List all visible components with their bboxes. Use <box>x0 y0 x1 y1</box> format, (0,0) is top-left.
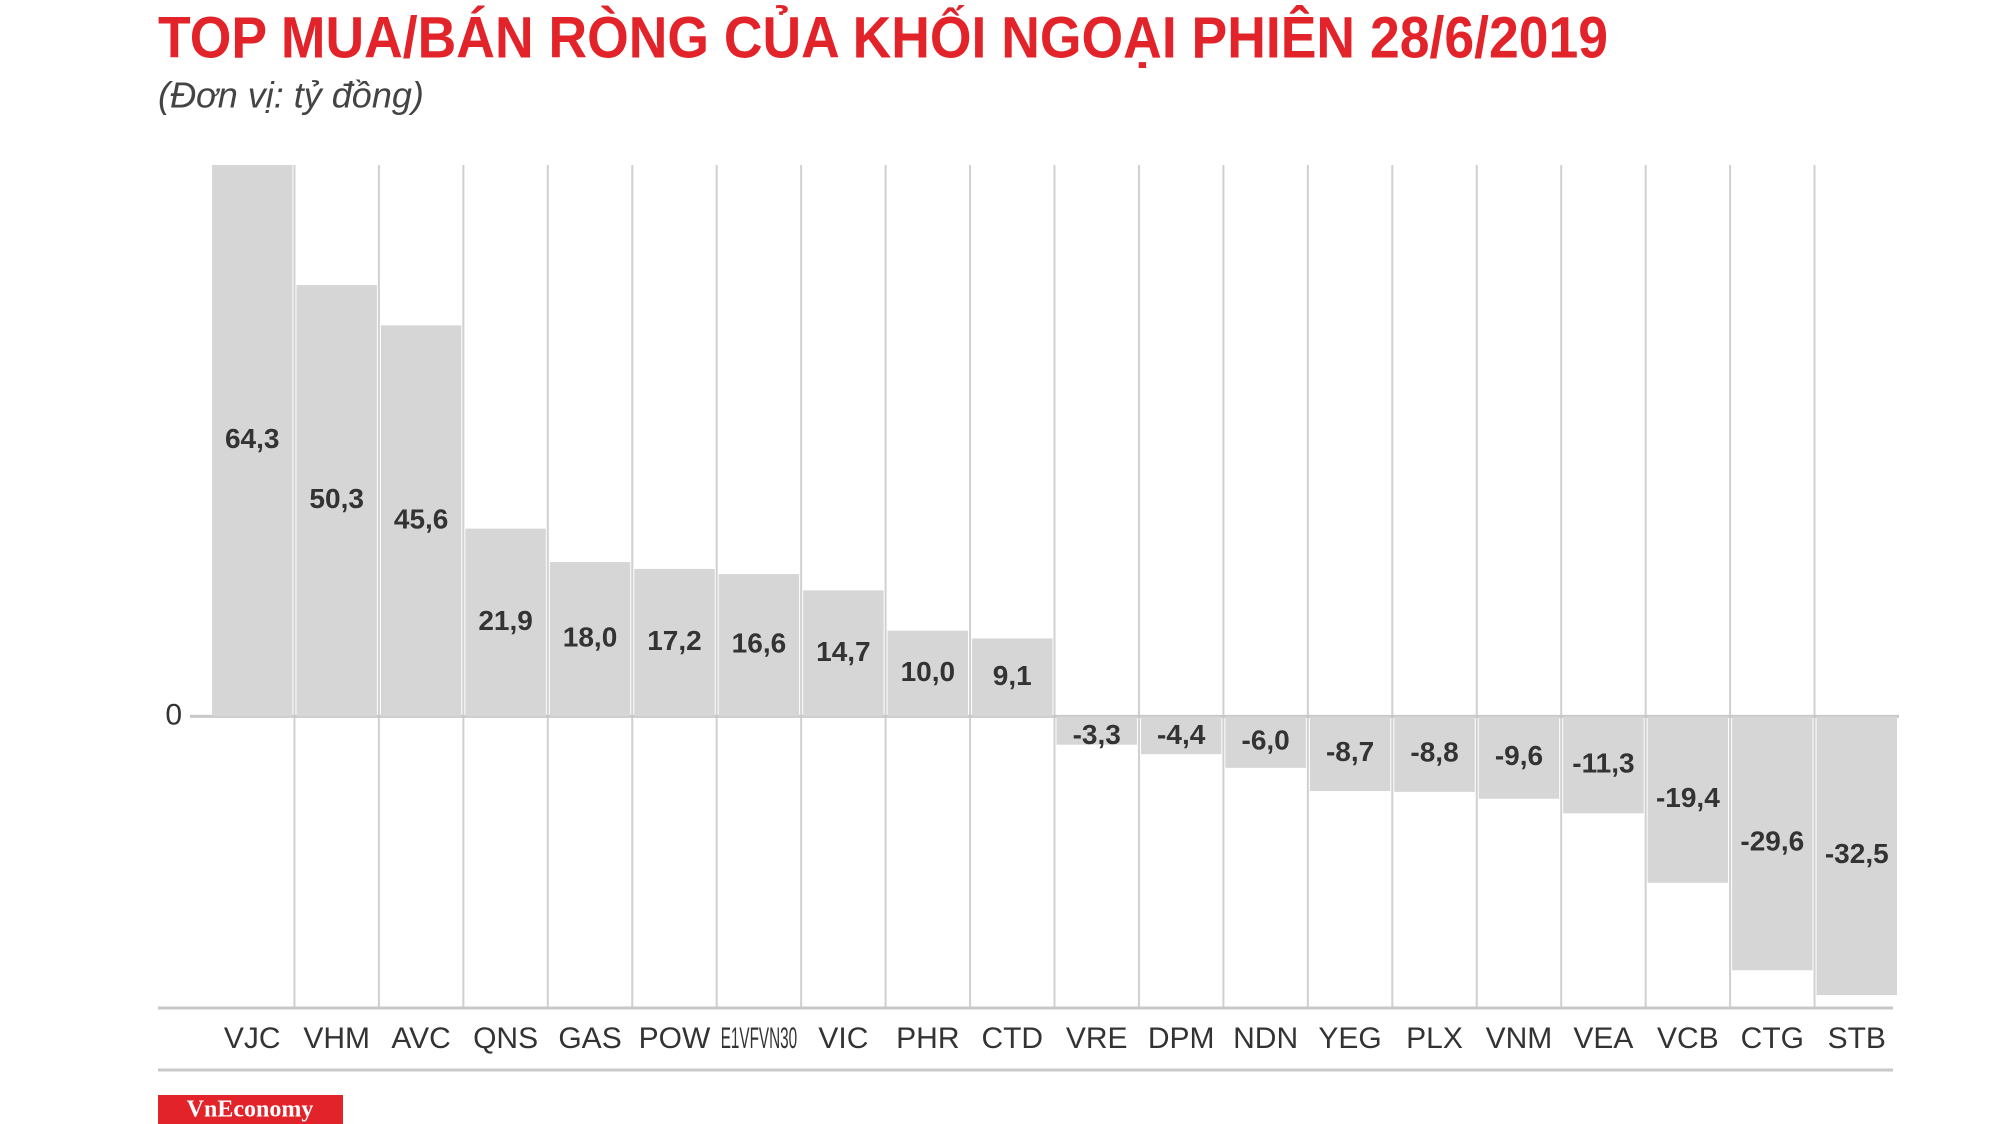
x-tick-label: VHM <box>303 1022 370 1055</box>
bar <box>1056 716 1137 745</box>
value-label: -19,4 <box>1656 782 1720 813</box>
value-label: 21,9 <box>478 605 533 636</box>
value-label: -4,4 <box>1157 719 1206 750</box>
bar <box>1478 716 1560 799</box>
x-tick-label: CTD <box>981 1022 1043 1055</box>
value-label: 45,6 <box>394 503 449 534</box>
bar <box>212 165 293 717</box>
x-tick-label: NDN <box>1233 1022 1298 1055</box>
x-tick-label: DPM <box>1148 1022 1215 1055</box>
x-tick-label: CTG <box>1741 1022 1804 1055</box>
value-label: -29,6 <box>1740 826 1804 857</box>
bar <box>1394 716 1475 792</box>
chart-subtitle: (Đơn vị: tỷ đồng) <box>158 75 424 116</box>
bar <box>549 562 631 717</box>
bar <box>972 638 1053 717</box>
value-label: 16,6 <box>732 628 787 659</box>
bar <box>296 285 377 717</box>
x-tick-label: VJC <box>224 1022 281 1055</box>
value-label: -8,8 <box>1410 737 1458 768</box>
value-label: 14,7 <box>816 636 871 667</box>
chart-title: TOP MUA/BÁN RÒNG CỦA KHỐI NGOẠI PHIÊN 28… <box>158 5 1608 70</box>
bar <box>1647 716 1729 883</box>
bar <box>465 528 546 717</box>
bar <box>1732 716 1813 971</box>
value-label: -3,3 <box>1073 719 1121 750</box>
bar <box>1816 716 1897 996</box>
value-label: -8,7 <box>1326 736 1374 767</box>
value-label: 9,1 <box>993 660 1032 691</box>
x-tick-label: VNM <box>1486 1022 1553 1055</box>
x-tick-label: VIC <box>818 1022 868 1055</box>
bar <box>380 325 462 717</box>
bar <box>634 568 715 717</box>
value-label: -9,6 <box>1495 740 1543 771</box>
source-badge <box>158 1095 343 1124</box>
x-tick-label: YEG <box>1318 1022 1381 1055</box>
value-label: -11,3 <box>1572 747 1634 778</box>
x-tick-label: VRE <box>1066 1022 1128 1055</box>
x-tick-label: VCB <box>1657 1022 1719 1055</box>
x-tick-label: E1VFVN30 <box>721 1022 797 1055</box>
bar <box>1309 716 1391 792</box>
bar <box>1225 716 1306 768</box>
x-tick-label: STB <box>1828 1022 1886 1055</box>
bar <box>803 590 884 717</box>
x-tick-label: AVC <box>391 1022 450 1055</box>
x-tick-label: PHR <box>896 1022 959 1055</box>
source-label: VnEconomy <box>187 1097 314 1123</box>
x-tick-label: GAS <box>558 1022 621 1055</box>
x-tick-label: POW <box>639 1022 711 1055</box>
x-tick-label: VEA <box>1573 1022 1633 1055</box>
value-label: 17,2 <box>647 625 702 656</box>
value-label: -6,0 <box>1242 725 1290 756</box>
value-label: 10,0 <box>901 656 956 687</box>
value-label: 50,3 <box>309 483 364 514</box>
bar <box>1140 716 1222 755</box>
x-tick-label: QNS <box>473 1022 538 1055</box>
bar <box>887 630 969 717</box>
bar <box>718 574 800 717</box>
value-label: 64,3 <box>225 423 280 454</box>
value-label: -32,5 <box>1825 838 1889 869</box>
bar <box>1563 716 1644 814</box>
value-label: 18,0 <box>563 622 618 653</box>
y-tick-label: 0 <box>165 698 182 731</box>
x-tick-label: PLX <box>1406 1022 1463 1055</box>
